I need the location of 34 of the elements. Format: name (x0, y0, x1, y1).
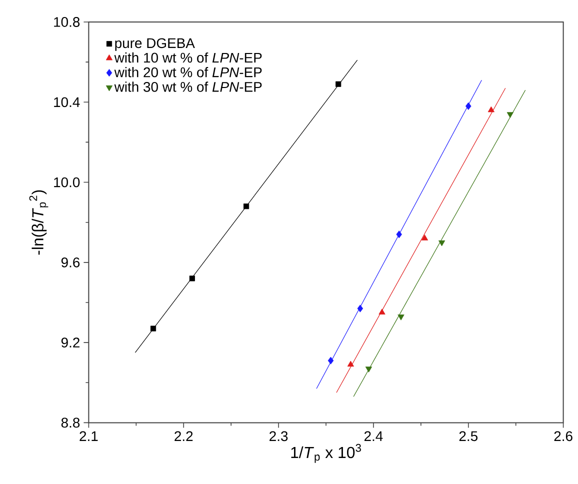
point (189, 276, 195, 282)
x-axis-title: 1/T$_{p}$ x 10$^{3}$ (291, 444, 361, 463)
x-tick-label: 2.3 (270, 431, 288, 442)
point (347, 360, 354, 367)
point (488, 106, 494, 112)
point (365, 366, 372, 372)
point (328, 356, 334, 364)
y-tick-label: 10.0 (54, 177, 80, 188)
x-tick-label: 2.4 (364, 431, 383, 441)
legend-label: pure DGEBA (115, 38, 195, 51)
point (336, 81, 342, 87)
y-tick-label: 10.4 (54, 97, 80, 108)
point (421, 234, 428, 240)
point (438, 240, 446, 246)
legend-label: with 10 wt % of LPN-EP (114, 52, 262, 63)
y-tick-label: 9.2 (61, 338, 80, 348)
legend-label: with 30 wt % of LPN-EP (114, 82, 262, 92)
point (506, 112, 514, 118)
point (465, 102, 472, 110)
y-tick-label: 8.8 (61, 418, 80, 428)
point (396, 230, 402, 238)
x-tick-label: 2.1 (80, 431, 98, 441)
y-tick-label: 9.6 (61, 257, 80, 268)
point (150, 326, 156, 332)
x-tick-label: 2.6 (554, 431, 572, 442)
legend-label: with 20 wt % of LPN-EP (114, 67, 262, 78)
point (243, 204, 250, 210)
x-tick-label: 2.5 (459, 431, 478, 442)
point (398, 314, 404, 320)
point (378, 308, 386, 314)
y-axis-title: -ln(β/T$_{p}$$^{2}$) (29, 190, 48, 255)
y-tick-label: 10.8 (54, 17, 80, 27)
x-tick-label: 2.2 (174, 431, 193, 441)
point (357, 304, 364, 312)
